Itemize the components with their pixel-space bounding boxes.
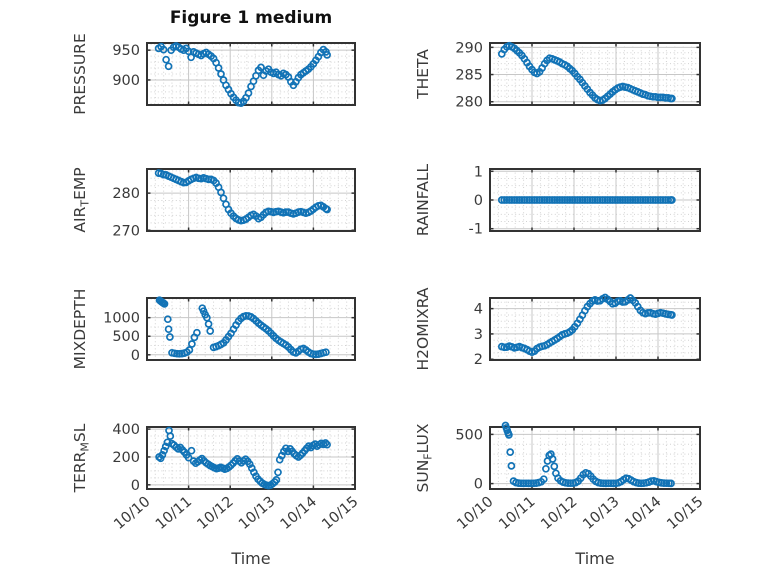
svg-text:10/15: 10/15 xyxy=(319,494,361,533)
scatter-markers xyxy=(497,293,676,357)
scatter-markers xyxy=(155,296,330,359)
svg-text:290: 290 xyxy=(455,40,483,56)
svg-text:0: 0 xyxy=(131,478,140,494)
svg-text:10/10: 10/10 xyxy=(454,494,496,533)
subplot-THETA: 280 285 290 THETA xyxy=(414,40,701,111)
x-axis-label-left: Time xyxy=(231,549,271,568)
svg-text:270: 270 xyxy=(112,223,140,239)
svg-text:0: 0 xyxy=(131,348,140,364)
svg-text:280: 280 xyxy=(112,186,140,202)
subplot-MIXDEPTH: 0 500 1000 MIXDEPTH xyxy=(71,289,356,370)
axes-frame xyxy=(489,426,701,490)
svg-text:10/13: 10/13 xyxy=(580,494,622,533)
svg-text:10/11: 10/11 xyxy=(153,494,195,533)
svg-text:10/14: 10/14 xyxy=(622,494,664,533)
scatter-markers xyxy=(154,42,331,108)
subplot-TERR_MSL: 0 200 400 TERRMSL 10/10 10/11 10/12 10/13 10/14 1… xyxy=(71,422,362,533)
x-tick-labels: 10/10 10/11 10/12 10/13 10/14 10/15 xyxy=(111,494,361,533)
minor-grid xyxy=(147,298,355,360)
svg-text:-1: -1 xyxy=(469,222,483,238)
svg-text:285: 285 xyxy=(455,68,483,84)
svg-text:4: 4 xyxy=(474,302,483,318)
svg-text:0: 0 xyxy=(474,193,483,209)
svg-text:10/11: 10/11 xyxy=(496,494,538,533)
svg-text:1: 1 xyxy=(474,164,483,180)
axes-frame xyxy=(146,42,356,106)
scatter-markers xyxy=(497,196,676,204)
svg-text:500: 500 xyxy=(112,329,140,345)
tick-marks xyxy=(146,427,356,489)
y-tick-labels: 280 285 290 xyxy=(455,40,483,110)
y-tick-labels: 0 500 1000 xyxy=(103,311,140,364)
x-axis-label-right: Time xyxy=(575,549,615,568)
y-axis-label: PRESSURE xyxy=(71,33,89,115)
axes-frame xyxy=(146,426,356,490)
y-tick-labels: 2 3 4 xyxy=(474,302,483,369)
y-axis-label: MIXDEPTH xyxy=(71,289,89,370)
tick-marks xyxy=(489,427,701,489)
y-axis-label: RAINFALL xyxy=(414,163,432,236)
tick-marks xyxy=(489,43,701,105)
svg-text:10/12: 10/12 xyxy=(538,494,580,533)
y-axis-label: H2OMIXRA xyxy=(414,287,432,370)
subplot-PRESSURE: 900 950 PRESSURE xyxy=(71,33,356,115)
svg-text:400: 400 xyxy=(112,422,140,438)
subplot-RAINFALL: -1 0 1 RAINFALL xyxy=(414,163,701,238)
y-axis-label: SUNFLUX xyxy=(414,423,435,492)
svg-text:0: 0 xyxy=(474,477,483,493)
x-tick-labels: 10/10 10/11 10/12 10/13 10/14 10/15 xyxy=(454,494,706,533)
y-tick-labels: -1 0 1 xyxy=(469,164,483,237)
y-tick-labels: 900 950 xyxy=(112,43,140,89)
svg-text:10/12: 10/12 xyxy=(194,494,236,533)
svg-text:10/14: 10/14 xyxy=(278,494,320,533)
svg-text:10/15: 10/15 xyxy=(664,494,706,533)
svg-text:200: 200 xyxy=(112,450,140,466)
y-tick-labels: 0 500 xyxy=(455,427,483,492)
minor-grid xyxy=(490,169,700,231)
svg-text:500: 500 xyxy=(455,427,483,443)
scatter-markers xyxy=(497,41,676,105)
subplot-AIR_TEMP: 270 280 AIRTEMP xyxy=(71,167,356,239)
svg-text:10/13: 10/13 xyxy=(236,494,278,533)
tick-marks xyxy=(146,43,356,105)
tick-marks xyxy=(146,169,356,232)
subplot-SUN_FLUX: 0 500 SUNFLUX 10/10 10/11 10/12 10/13 10/14 10/1… xyxy=(414,421,707,533)
svg-text:280: 280 xyxy=(455,95,483,111)
tick-marks xyxy=(146,298,356,360)
y-tick-labels: 270 280 xyxy=(112,186,140,239)
scatter-markers xyxy=(501,421,675,488)
svg-text:900: 900 xyxy=(112,73,140,89)
y-axis-label: AIRTEMP xyxy=(71,167,92,232)
figure-title: Figure 1 medium xyxy=(169,8,333,28)
scatter-markers xyxy=(155,426,331,490)
axes-frame xyxy=(146,297,356,361)
subplot-H2OMIXRA: 2 3 4 H2OMIXRA xyxy=(414,287,701,371)
minor-grid xyxy=(490,427,700,489)
y-tick-labels: 0 200 400 xyxy=(112,422,140,494)
svg-text:10/10: 10/10 xyxy=(111,494,153,533)
svg-text:1000: 1000 xyxy=(103,311,140,327)
svg-text:3: 3 xyxy=(474,327,483,343)
tick-marks xyxy=(489,169,701,231)
y-axis-label: THETA xyxy=(414,49,432,100)
scatter-markers xyxy=(154,169,331,225)
svg-text:2: 2 xyxy=(474,352,483,368)
axes-frame xyxy=(146,168,356,232)
y-axis-label: TERRMSL xyxy=(71,423,92,493)
svg-text:950: 950 xyxy=(112,43,140,59)
axes-frame xyxy=(489,297,701,361)
